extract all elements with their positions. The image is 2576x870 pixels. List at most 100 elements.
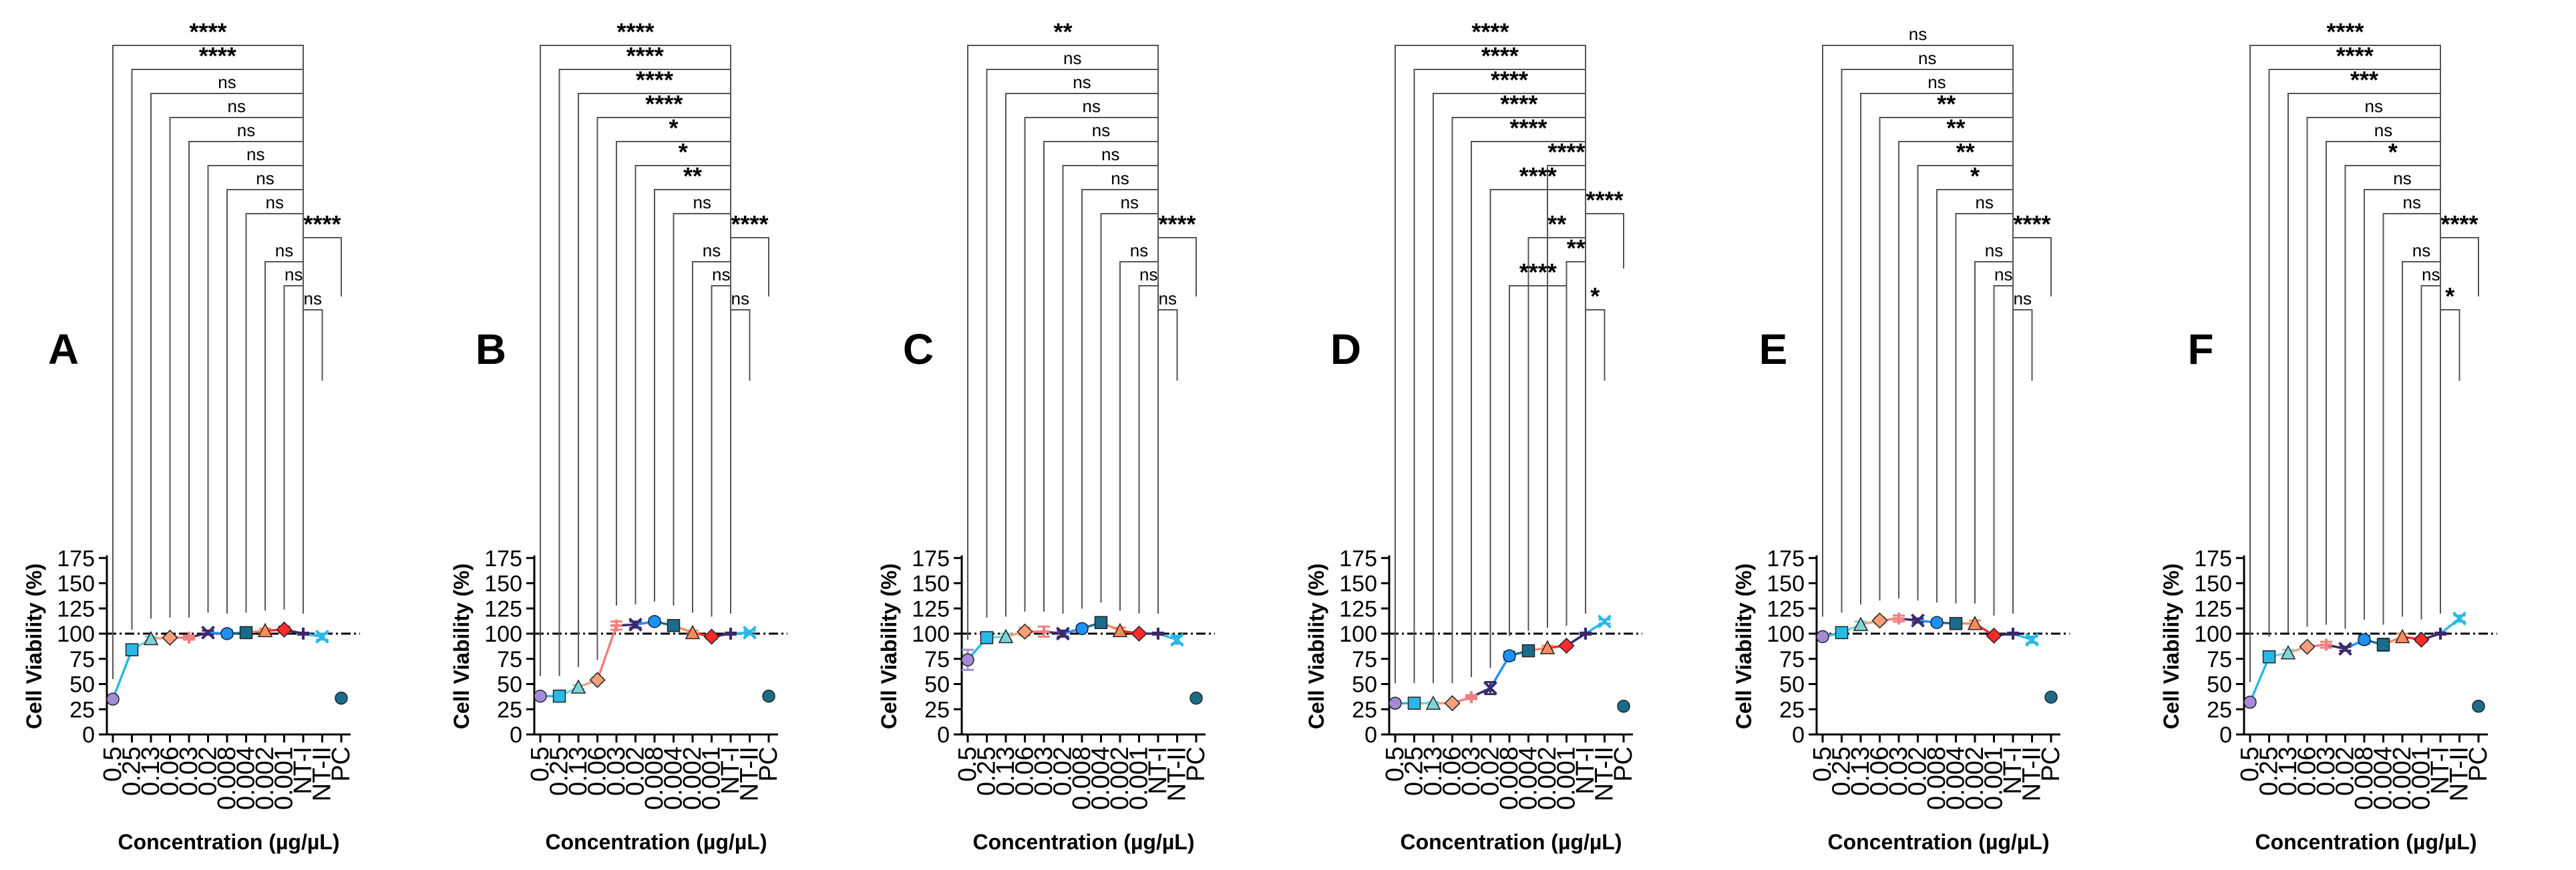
significance-label: **** [1519, 162, 1557, 190]
data-point [2299, 638, 2316, 655]
significance-bracket [283, 285, 304, 610]
x-tick-label: 0.008 [213, 746, 241, 810]
x-tick-label: NT-I [1572, 746, 1600, 795]
significance-bracket [578, 93, 731, 668]
significance-label: ns [237, 120, 255, 140]
significance-bracket [1005, 93, 1159, 617]
y-tick-label: 50 [2207, 672, 2232, 698]
significance-bracket [1879, 117, 2014, 601]
x-tick-label: 0.02 [1049, 746, 1077, 796]
significance-label: * [2388, 138, 2398, 166]
significance-label: ns [1994, 264, 2012, 284]
y-tick-label: 100 [2194, 622, 2232, 647]
y-tick-label: 75 [2207, 647, 2232, 672]
significance-label: **** [2326, 18, 2364, 45]
y-tick-label: 175 [2194, 546, 2232, 572]
x-tick-label: NT-II [1591, 746, 1619, 801]
significance-bracket [540, 45, 731, 676]
data-point [1425, 695, 1441, 710]
data-point [534, 689, 547, 703]
x-tick-label: 0.001 [1553, 746, 1581, 810]
data-point [1967, 616, 1983, 630]
x-axis-title: Concentration (µg/µL) [546, 830, 767, 854]
significance-bracket [207, 165, 304, 613]
significance-label: ns [2374, 120, 2392, 140]
significance-bracket [558, 69, 731, 676]
x-axis-title: Concentration (µg/µL) [973, 830, 1195, 854]
significance-label: **** [731, 210, 768, 238]
significance-bracket [1585, 309, 1606, 614]
data-point [980, 631, 994, 644]
x-tick-label: 0.001 [2408, 746, 2436, 810]
significance-bracket [1062, 165, 1159, 614]
x-tick-label: 0.25 [118, 746, 146, 796]
x-tick-label: NT-II [309, 746, 337, 801]
significance-label: * [1970, 162, 1980, 190]
x-tick-label: 0.004 [232, 746, 260, 810]
y-tick-label: 125 [1339, 596, 1377, 622]
x-tick-label: 0.13 [137, 746, 165, 796]
data-point [2472, 699, 2485, 713]
x-axis-title: Concentration (µg/µL) [118, 830, 340, 854]
significance-label: ** [683, 162, 702, 190]
data-point [1112, 622, 1128, 638]
x-tick-label: NT-II [2446, 746, 2474, 801]
significance-bracket [2326, 141, 2441, 625]
data-point [2243, 695, 2257, 709]
data-point [1853, 616, 1869, 632]
significance-label: **** [636, 66, 673, 93]
y-axis-title: Cell Viability (%) [877, 564, 901, 729]
significance-label: ns [1918, 48, 1936, 68]
data-point [610, 619, 622, 632]
data-point [1017, 623, 1033, 640]
y-tick-label: 25 [2207, 697, 2232, 722]
y-tick-label: 150 [484, 572, 522, 597]
x-tick-label: PC [755, 746, 783, 782]
x-tick-label: 0.008 [1495, 746, 1523, 810]
significance-label: ns [1985, 240, 2003, 260]
significance-label: **** [2440, 210, 2478, 238]
significance-bracket [2249, 45, 2441, 682]
significance-bracket [1917, 165, 2014, 601]
x-tick-label: 0.002 [679, 746, 707, 810]
data-point [2413, 631, 2430, 648]
significance-bracket [131, 69, 304, 630]
x-tick-label: 0.25 [1828, 746, 1856, 796]
significance-label: ns [1083, 96, 1101, 116]
significance-bracket [1585, 213, 1624, 614]
x-tick-label: 0.001 [1980, 746, 2008, 810]
significance-bracket [2012, 309, 2033, 614]
data-point [1986, 627, 2002, 644]
series-line-segment [112, 649, 134, 700]
x-tick-label: 0.004 [1942, 746, 1970, 810]
y-tick-label: 150 [2194, 572, 2232, 597]
significance-bracket [112, 45, 304, 680]
x-tick-label: 0.06 [2293, 746, 2322, 796]
series-line-segment [2249, 656, 2271, 703]
significance-label: **** [2013, 210, 2050, 238]
significance-label: **** [199, 42, 236, 69]
data-point [2452, 611, 2466, 626]
x-tick-label: PC [1182, 746, 1210, 782]
y-tick-label: 100 [484, 622, 522, 647]
x-axis-title: Concentration (µg/µL) [2255, 830, 2477, 854]
significance-label: **** [1158, 210, 1195, 238]
data-point [106, 692, 120, 706]
data-point [1598, 614, 1612, 629]
data-point [1930, 616, 1944, 630]
data-point [315, 630, 329, 644]
significance-label: *** [2350, 66, 2378, 93]
x-tick-label: PC [1610, 746, 1638, 782]
significance-bracket [1043, 141, 1159, 612]
data-point [201, 626, 215, 640]
data-point [589, 672, 606, 688]
significance-label: **** [1491, 66, 1528, 93]
data-point [1503, 649, 1516, 662]
data-point [2262, 650, 2276, 664]
data-point [1911, 613, 1925, 628]
significance-bracket [1898, 141, 2014, 599]
x-tick-label: 0.25 [2255, 746, 2283, 796]
significance-label: ns [1101, 144, 1119, 164]
significance-bracket [169, 117, 304, 618]
